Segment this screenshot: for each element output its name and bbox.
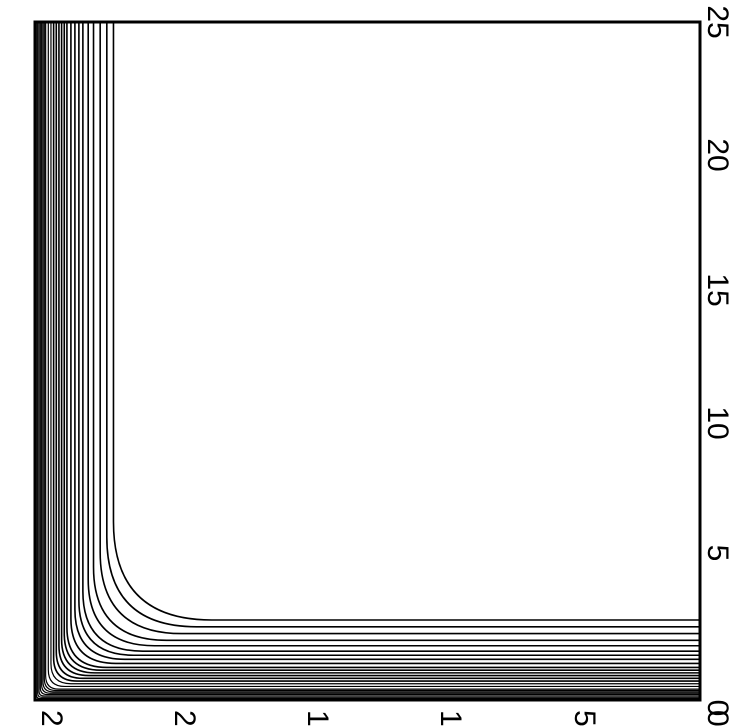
contour-line-14 bbox=[63, 22, 700, 671]
contour-line-3 bbox=[39, 22, 700, 696]
contour-line-19 bbox=[82, 22, 700, 652]
y-tick-label-5: 5 bbox=[568, 710, 601, 726]
y-tick-label-20: 20 bbox=[168, 710, 201, 726]
contour-lines bbox=[35, 22, 700, 700]
y-tick-label-0: 0 bbox=[701, 710, 734, 726]
contour-line-7 bbox=[45, 22, 700, 690]
contour-line-8 bbox=[47, 22, 700, 688]
x-tick-label-20: 20 bbox=[701, 138, 734, 171]
contour-line-0 bbox=[35, 22, 700, 700]
contour-line-1 bbox=[37, 22, 700, 698]
y-tick-label-15: 15 bbox=[301, 710, 334, 726]
contour-line-6 bbox=[43, 22, 700, 692]
contour-line-21 bbox=[92, 22, 700, 642]
contour-line-24 bbox=[112, 22, 700, 621]
contour-line-15 bbox=[66, 22, 700, 669]
contour-line-4 bbox=[41, 22, 700, 694]
contour-line-20 bbox=[87, 22, 700, 647]
contour-line-9 bbox=[50, 22, 700, 685]
contour-line-17 bbox=[74, 22, 700, 661]
x-tick-label-10: 10 bbox=[701, 406, 734, 439]
plot-frame bbox=[33, 20, 702, 702]
x-tick-label-0: 0 bbox=[701, 700, 734, 717]
contour-line-10 bbox=[52, 22, 700, 682]
contour-line-16 bbox=[70, 22, 700, 665]
y-tick-label-25: 25 bbox=[35, 710, 68, 726]
contour-line-11 bbox=[55, 22, 700, 680]
contour-line-13 bbox=[60, 22, 700, 674]
x-tick-label-15: 15 bbox=[701, 273, 734, 306]
contour-line-5 bbox=[42, 22, 700, 693]
x-tick-label-5: 5 bbox=[701, 545, 734, 562]
contour-line-12 bbox=[58, 22, 700, 677]
contour-line-22 bbox=[99, 22, 700, 635]
x-tick-label-25: 25 bbox=[701, 5, 734, 38]
contour-line-18 bbox=[78, 22, 700, 657]
y-tick-label-10: 10 bbox=[434, 710, 467, 726]
contour-line-2 bbox=[38, 22, 700, 697]
contour-line-23 bbox=[106, 22, 700, 628]
